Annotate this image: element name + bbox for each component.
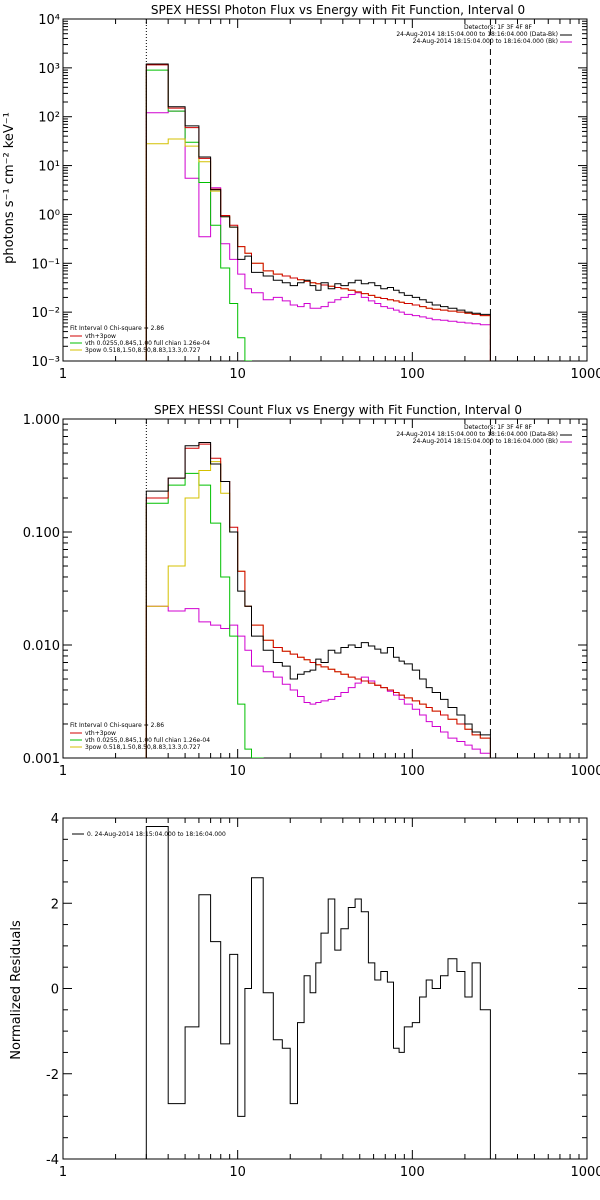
x-tick-label: 1: [59, 764, 67, 779]
x-tick-label: 100: [400, 367, 425, 382]
series-residuals-line: [145, 826, 491, 1159]
y-tick-label: 4: [51, 812, 59, 827]
photon-legend-bottom-left: Fit Interval 0 Chi-square = 2.86 vth+3po…: [70, 325, 210, 354]
x-tick-label: 1: [59, 1165, 67, 1180]
legend-power: 3pow 0.518,1.50,8.50,8.83,13.3,0.727: [85, 744, 201, 751]
series-background-line: [145, 110, 491, 361]
series-power-line: [145, 461, 491, 758]
count-legend-top-right: Detectors: 1F 3F 4F 8F 24-Aug-2014 18:15…: [396, 424, 572, 445]
y-tick-label: 0.010: [23, 639, 60, 654]
y-tick-label: 10¹: [38, 160, 60, 175]
count-chart-title: SPEX HESSI Count Flux vs Energy with Fit…: [154, 403, 522, 417]
y-tick-label: -2: [46, 1068, 59, 1083]
legend-detectors: Detectors: 1F 3F 4F 8F: [464, 24, 533, 31]
series-power-line: [145, 138, 491, 361]
series-background-line: [145, 605, 491, 758]
x-tick-label: 10: [229, 367, 246, 382]
x-tick-label: 1000: [570, 367, 600, 382]
legend-thermal: vth 0.0255,0.845,1.00 full chian 1.26e-0…: [85, 737, 210, 744]
series-total-line: [145, 63, 491, 361]
photon-flux-panel: SPEX HESSI Photon Flux vs Energy with Fi…: [2, 3, 600, 382]
y-tick-label: 10⁻²: [31, 306, 60, 321]
legend-residuals: 0. 24-Aug-2014 18:15:04.000 to 18:16:04.…: [87, 831, 226, 838]
residuals-panel: Normalized Residuals 0. 24-Aug-2014 18:1…: [9, 812, 600, 1180]
x-tick-label: 100: [400, 1165, 425, 1180]
legend-fit: vth+3pow: [85, 333, 116, 340]
y-tick-label: 0.001: [23, 752, 60, 767]
y-tick-label: 10³: [38, 62, 60, 77]
y-tick-label: 10⁰: [38, 208, 60, 223]
photon-legend-top-right: Detectors: 1F 3F 4F 8F 24-Aug-2014 18:15…: [396, 24, 572, 45]
y-tick-label: 10⁻³: [31, 355, 60, 370]
legend-data-bk: 24-Aug-2014 18:15:04.000 to 18:16:04.000…: [396, 431, 558, 438]
series-fit-line: [145, 443, 491, 758]
x-tick-label: 100: [400, 764, 425, 779]
series-fit-line: [145, 64, 491, 361]
legend-fit-interval: Fit Interval 0 Chi-square = 2.86: [70, 325, 164, 332]
legend-fit-interval: Fit Interval 0 Chi-square = 2.86: [70, 722, 164, 729]
legend-power: 3pow 0.518,1.50,8.50,8.83,13.3,0.727: [85, 347, 201, 354]
y-tick-label: 1.000: [23, 413, 60, 428]
x-tick-label: 10: [229, 1165, 246, 1180]
plot-frame: [62, 18, 588, 362]
legend-data-bk: 24-Aug-2014 18:15:04.000 to 18:16:04.000…: [396, 31, 558, 38]
plot-frame: [62, 418, 588, 759]
y-tick-label: 2: [51, 897, 59, 912]
x-tick-label: 1000: [570, 1165, 600, 1180]
legend-fit: vth+3pow: [85, 730, 116, 737]
x-tick-label: 1: [59, 367, 67, 382]
legend-detectors: Detectors: 1F 3F 4F 8F: [464, 424, 533, 431]
legend-bk: 24-Aug-2014 18:15:04.000 to 18:16:04.000…: [413, 38, 558, 45]
photon-chart-title: SPEX HESSI Photon Flux vs Energy with Fi…: [151, 3, 525, 17]
y-tick-label: 10⁴: [38, 13, 60, 28]
series-thermal-line: [145, 472, 264, 758]
x-tick-label: 1000: [570, 764, 600, 779]
count-legend-bottom-left: Fit Interval 0 Chi-square = 2.86 vth+3po…: [70, 722, 210, 751]
photon-y-axis-label: photons s⁻¹ cm⁻² keV⁻¹: [2, 112, 17, 264]
y-tick-label: 10⁻¹: [31, 257, 60, 272]
y-tick-label: 10²: [38, 111, 60, 126]
y-tick-label: 0: [51, 983, 59, 998]
y-tick-label: 0.100: [23, 526, 60, 541]
residuals-legend: 0. 24-Aug-2014 18:15:04.000 to 18:16:04.…: [72, 831, 226, 838]
legend-bk: 24-Aug-2014 18:15:04.000 to 18:16:04.000…: [413, 438, 558, 445]
series-thermal-line: [145, 69, 252, 361]
residuals-y-axis-label: Normalized Residuals: [9, 920, 24, 1060]
series-total-line: [145, 442, 491, 758]
legend-thermal: vth 0.0255,0.845,1.00 full chian 1.26e-0…: [85, 340, 210, 347]
count-flux-panel: SPEX HESSI Count Flux vs Energy with Fit…: [23, 403, 600, 779]
y-tick-label: -4: [46, 1153, 59, 1168]
plot-frame: [62, 817, 588, 1160]
x-tick-label: 10: [229, 764, 246, 779]
